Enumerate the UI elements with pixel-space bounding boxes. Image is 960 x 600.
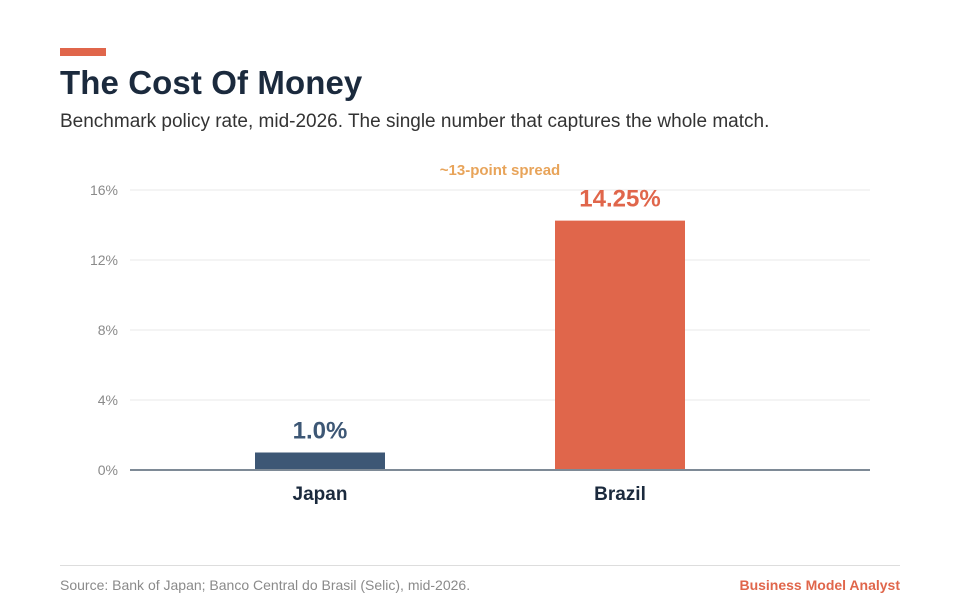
- brand-label: Business Model Analyst: [739, 577, 900, 593]
- chart-title: The Cost Of Money: [60, 64, 363, 101]
- spread-annotation: ~13-point spread: [440, 162, 560, 179]
- value-label: 1.0%: [293, 418, 348, 445]
- y-tick-label: 0%: [98, 462, 118, 478]
- chart-subtitle: Benchmark policy rate, mid-2026. The sin…: [60, 111, 770, 132]
- bar-chart: 0% 4% 8% 12% 16% ~13-point spread 1.0% Japan 14.…: [90, 162, 870, 505]
- value-label: 14.25%: [579, 186, 660, 213]
- y-tick-label: 4%: [98, 392, 118, 408]
- y-tick-label: 12%: [90, 252, 118, 268]
- footer-divider: [60, 565, 900, 566]
- x-tick-label: Brazil: [594, 484, 646, 505]
- bar-brazil: [555, 220, 685, 470]
- y-tick-label: 8%: [98, 322, 118, 338]
- x-tick-label: Japan: [293, 484, 348, 505]
- source-note: Source: Bank of Japan; Banco Central do …: [60, 577, 471, 593]
- bar-japan: [255, 452, 385, 470]
- accent-bar: [60, 48, 106, 56]
- y-tick-label: 16%: [90, 182, 118, 198]
